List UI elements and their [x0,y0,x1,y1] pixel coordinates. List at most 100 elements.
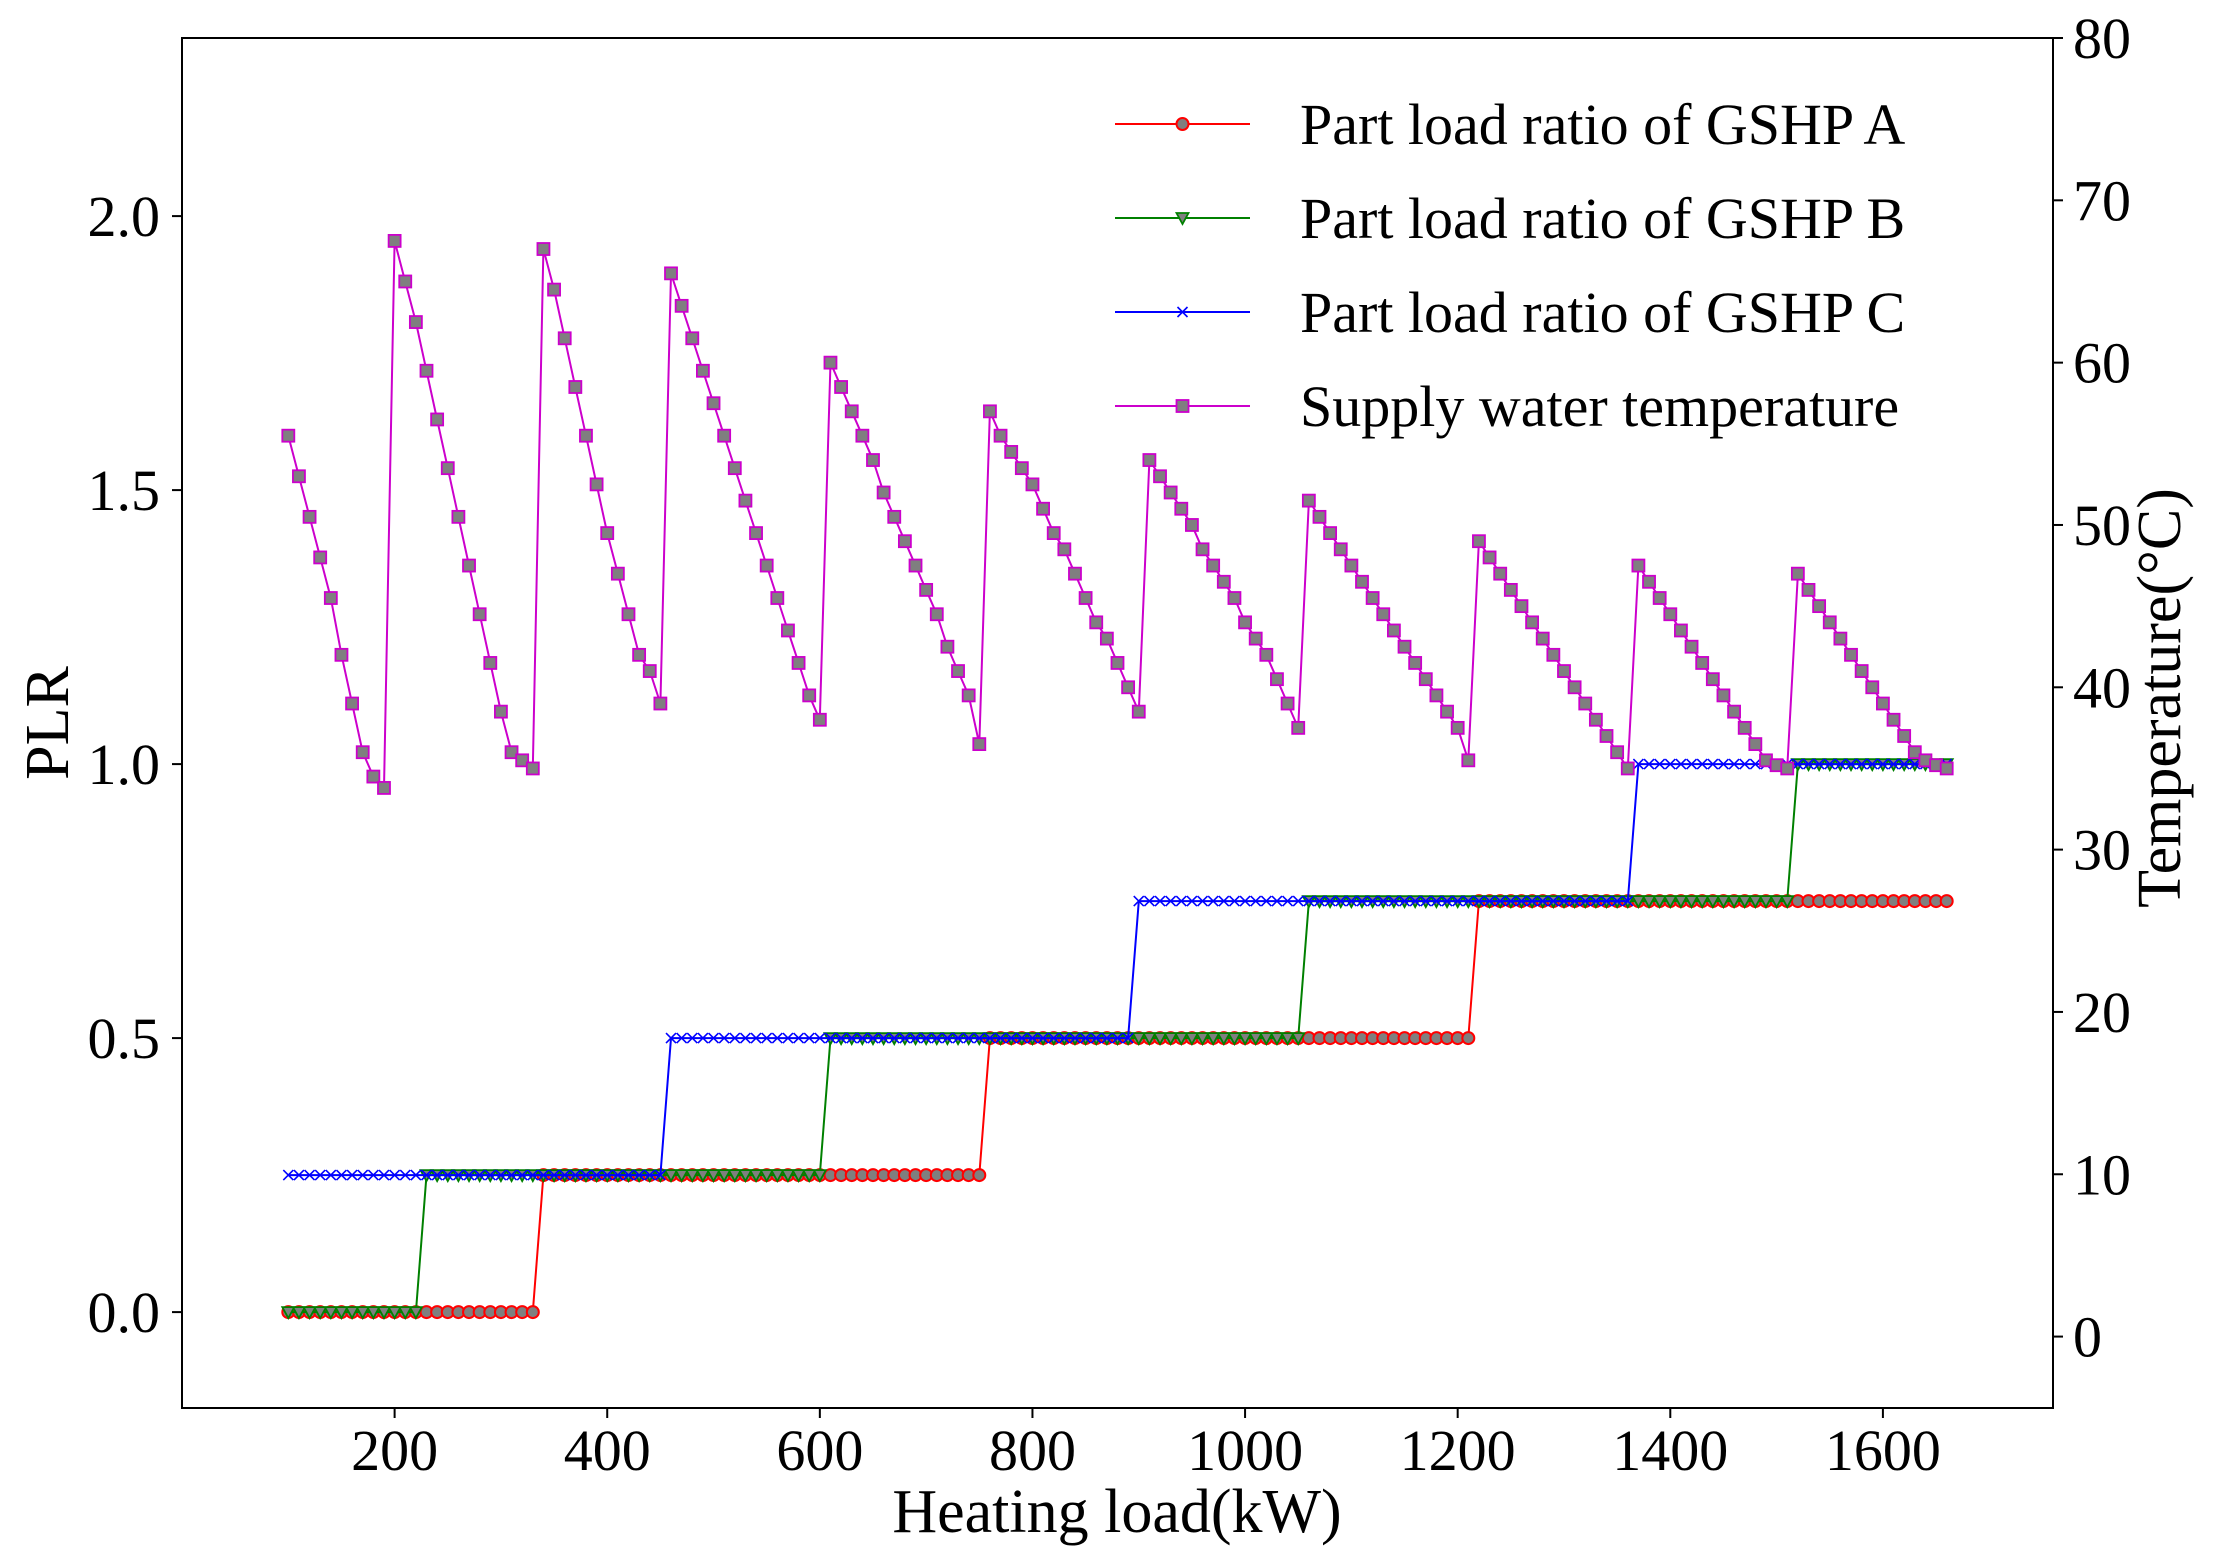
series-3-point-90 [1238,615,1252,630]
series-3-point-112 [1472,534,1486,549]
series-1-point-87 [1205,1032,1221,1046]
series-3-point-86 [1195,542,1210,557]
series-3-point-9 [377,781,391,795]
series-3-point-48 [791,656,806,670]
series-1-point-138 [1747,895,1763,909]
series-3-point-79 [1121,680,1136,695]
series-2-point-72 [1048,1032,1060,1044]
series-3-point-30 [600,526,615,540]
series-2-point-77 [1101,1032,1113,1044]
series-2-point-151 [1887,758,1900,770]
series-2-point-13 [420,1169,433,1181]
y-right-tick-label-0: 0 [2073,1305,2102,1370]
series-1-point-135 [1715,895,1731,909]
series-2-point-46 [771,1032,783,1044]
ticks-layer: 200 400 600 800 1000 1200 1400 16000.00.51.01.5… [88,6,2132,1483]
series-2-point-89 [1228,895,1241,907]
series-2-point-71 [1037,1032,1049,1044]
series-2-point-50 [814,1032,826,1044]
series-3-point-46 [770,591,785,605]
series-2-point-66 [984,1032,996,1044]
series-2-point-55 [867,1032,879,1044]
series-2-point-126 [1622,895,1634,907]
series-2-point-19 [484,1169,496,1181]
series-3-point-127 [1631,558,1646,573]
series-3-point-71 [1036,501,1050,516]
series-2-point-130 [1664,758,1676,770]
series-3-point-106 [1408,656,1423,670]
series-3-point-50 [812,712,827,727]
series-2-point-120 [1558,895,1570,907]
x-tick-label-4: 1000 [1187,1418,1303,1483]
series-1-point-5 [333,1306,349,1320]
series-2-point-123 [1590,895,1602,907]
legend-label-2: Part load ratio of GSHP C [1300,280,1905,345]
series-2-point-59 [909,1032,922,1044]
series-2-point-101 [1356,895,1368,907]
series-3-point-104 [1386,623,1401,638]
series-3-point-125 [1610,745,1625,760]
series-3-point-43 [738,493,753,508]
series-2-point-76 [1090,1032,1102,1044]
series-2-point-64 [963,1032,975,1044]
series-1-point-93 [1269,1032,1285,1046]
series-3-point-73 [1057,542,1072,557]
series-2-point-17 [463,1169,475,1181]
series-2-point-48 [793,1032,805,1044]
series-3-point-143 [1801,582,1816,597]
series-3-point-116 [1514,599,1529,614]
series-2-point-42 [729,1032,741,1044]
series-1-point-95 [1290,1032,1306,1046]
series-2-point-119 [1547,895,1559,907]
series-3-point-119 [1546,647,1561,662]
series-2-point-12 [410,1169,422,1181]
series-2-point-62 [941,1032,953,1044]
series-2-point-47 [782,1032,794,1044]
series-2-point-99 [1335,895,1347,907]
series-3-point-10 [387,234,402,248]
series-3-point-53 [844,404,859,419]
y-right-tick-label-5: 50 [2073,493,2131,558]
series-2-point-26 [559,1169,571,1181]
series-2-point-122 [1579,895,1591,907]
series-2-point-106 [1409,895,1421,907]
series-3-point-96 [1301,493,1316,508]
series-2-point-40 [707,1032,720,1044]
series-3 [281,234,1954,795]
series-1-point-140 [1769,895,1785,909]
y-tick-label-0: 0.0 [88,1280,161,1345]
series-2-point-24 [537,1169,550,1181]
series-3-point-3 [313,550,328,565]
series-2-point-68 [1005,1032,1017,1044]
series-3-point-65 [972,737,987,752]
series-3-point-152 [1897,729,1912,743]
series-3-point-121 [1567,680,1582,695]
y-right-tick-label-4: 40 [2073,655,2131,720]
series-1-point-133 [1694,895,1710,909]
x-tick-label-6: 1400 [1612,1418,1728,1483]
series-2-point-96 [1303,895,1315,907]
series-2-point-102 [1367,895,1379,907]
series-2-point-70 [1026,1032,1039,1044]
series-3-point-78 [1110,656,1125,670]
series-2-point-118 [1537,895,1549,907]
series-1-point-36 [663,1169,679,1183]
series-3-point-29 [589,477,604,492]
series-3-point-0 [281,428,296,443]
series-3-point-61 [929,607,944,622]
series-3-point-150 [1876,696,1890,711]
series-2-point-108 [1430,895,1442,907]
series-2-point-100 [1345,895,1357,907]
series-1-point-94 [1280,1032,1296,1046]
series-1-point-4 [323,1306,339,1320]
series-3-point-47 [781,623,795,638]
series-2-point-146 [1834,758,1846,770]
series-3-point-24 [536,242,551,256]
series-3-point-68 [1004,445,1019,459]
series-2-point-43 [739,1032,751,1044]
series-line-0 [288,900,1947,1314]
series-3-point-122 [1578,696,1593,711]
series-2-point-14 [431,1169,443,1181]
series-2-point-20 [495,1169,507,1181]
series-1-point-9 [376,1306,392,1320]
